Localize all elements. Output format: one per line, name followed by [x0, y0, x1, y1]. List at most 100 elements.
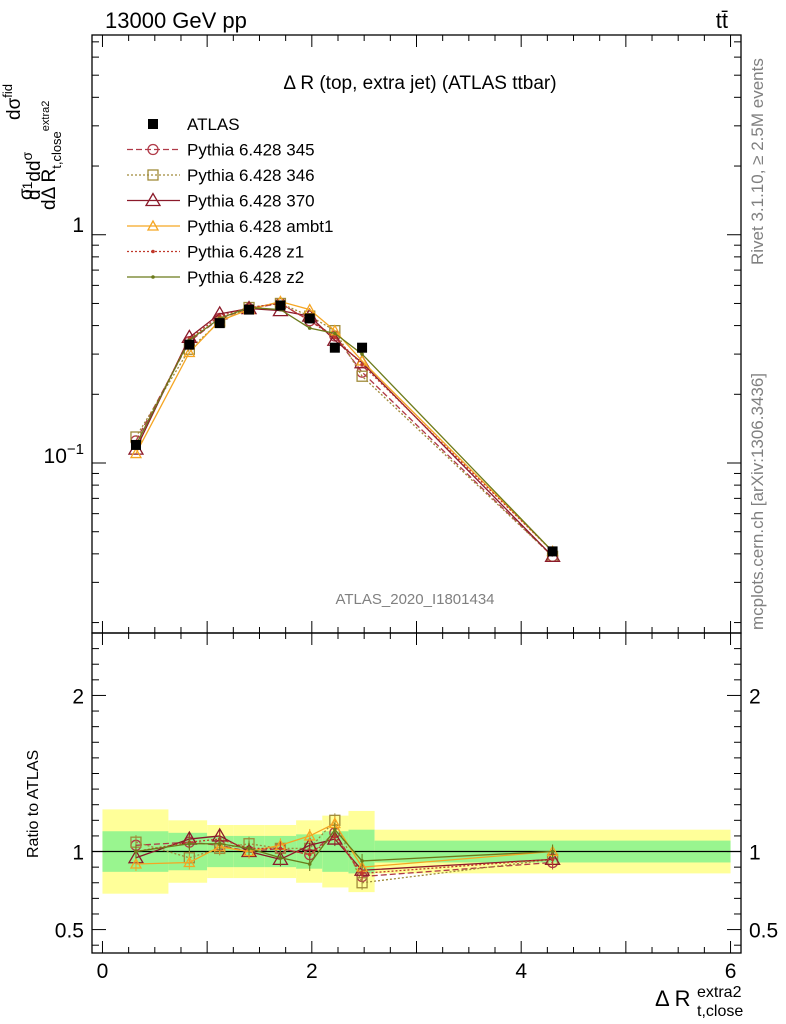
ratio-series-6 — [134, 822, 555, 872]
legend: ATLAS Pythia 6.428 345 Pythia 6.428 346 Pyt… — [127, 115, 333, 287]
y-label-denominator: σ — [16, 188, 37, 200]
legend-marker — [151, 249, 155, 254]
ratio-series-point — [187, 841, 192, 846]
ratio-y-tick-labels: 0.5 0.5 1 1 2 2 — [55, 685, 778, 942]
legend-marker — [147, 143, 159, 156]
header-process: 13000 GeV pp — [105, 8, 247, 33]
ratio-series-point — [213, 840, 226, 852]
legend-marker — [151, 275, 155, 279]
ratio-y-tick-label: 1 — [72, 842, 84, 865]
main-series — [127, 295, 561, 563]
x-axis-label-sup: extra2 — [697, 984, 742, 1001]
legend-marker — [146, 219, 160, 231]
legend-label: ATLAS — [187, 115, 240, 134]
atlas-data-point — [130, 439, 141, 450]
main-series-point — [129, 447, 143, 459]
main-series-5 — [134, 301, 555, 554]
main-series-point — [333, 335, 337, 340]
main-series-point — [307, 326, 312, 330]
ratio-series-point — [307, 852, 312, 857]
atlas-data-point — [304, 313, 315, 324]
y-tick-label-0.1: 10−1 — [44, 441, 84, 468]
main-series-line — [135, 300, 554, 552]
atlas-data-point — [244, 304, 255, 315]
header-final-state: tt̄ — [716, 8, 728, 33]
main-series-point — [333, 331, 337, 336]
ratio-y-tick-label: 0.5 — [55, 920, 84, 943]
legend-entry-3: Pythia 6.428 370 — [127, 192, 315, 211]
ratio-series-point — [307, 862, 312, 866]
ratio-series-point — [360, 871, 364, 876]
legend-marker — [147, 169, 159, 181]
main-ticks — [92, 35, 741, 633]
ratio-series-point — [278, 855, 283, 860]
ratio-series-point — [183, 856, 196, 868]
ratio-y-tick-label-right: 2 — [749, 685, 761, 708]
main-series-1 — [130, 297, 559, 563]
rivet-label: Rivet 3.1.10, ≥ 2.5M events — [748, 58, 767, 265]
atlas-data-point — [357, 342, 368, 353]
ratio-series-point — [550, 849, 555, 854]
legend-marker — [144, 192, 162, 207]
atlas-data-point — [214, 318, 225, 329]
atlas-data-point — [275, 300, 286, 311]
chart-title: Δ R (top, extra jet) (ATLAS ttbar) — [283, 73, 556, 94]
y-label-differential: dΔ Rt,closeextra2 — [39, 101, 64, 210]
main-y-tick-labels: 1 10−1 — [44, 214, 84, 468]
ratio-series-point — [129, 857, 143, 869]
ratio-series — [127, 813, 561, 890]
legend-label: Pythia 6.428 345 — [187, 141, 315, 160]
main-series-point — [360, 352, 364, 356]
ratio-series-point — [278, 846, 283, 851]
main-series-point — [356, 370, 368, 382]
atlas-data — [130, 300, 558, 557]
ratio-y-tick-label: 2 — [72, 685, 84, 708]
x-tick-label: 2 — [306, 960, 318, 983]
ratio-series-point — [242, 845, 256, 857]
legend-label: Pythia 6.428 ambt1 — [187, 217, 333, 236]
legend-entry-6: Pythia 6.428 z2 — [127, 268, 304, 287]
main-series-line — [135, 302, 554, 557]
main-y-axis-label: d1ddσ σ dΔ Rt,closeextra2 dσfid — [0, 84, 64, 210]
legend-marker — [148, 119, 158, 129]
ratio-series-point — [333, 827, 337, 832]
ratio-y-axis-label: Ratio to ATLAS — [25, 750, 42, 858]
ratio-axes-frame — [91, 632, 742, 954]
atlas-data-point — [329, 342, 340, 353]
ratio-series-point — [303, 829, 316, 841]
main-plot-area: Δ R (top, extra jet) (ATLAS ttbar) ATLAS… — [0, 34, 742, 634]
main-series-line — [135, 302, 554, 552]
main-series-line — [135, 302, 554, 557]
legend-entry-2: Pythia 6.428 346 — [127, 166, 315, 185]
legend-label: Pythia 6.428 z2 — [187, 268, 304, 287]
x-axis-label-sub: t,close — [697, 1003, 743, 1020]
main-series-point — [360, 362, 364, 367]
x-tick-label: 4 — [515, 960, 527, 983]
main-series-point — [183, 346, 196, 358]
ratio-series-point — [360, 859, 364, 863]
main-series-line — [135, 306, 554, 552]
legend-entry-4: Pythia 6.428 ambt1 — [127, 217, 333, 236]
ratio-y-tick-label-right: 0.5 — [749, 920, 778, 943]
main-series-line — [135, 307, 554, 557]
x-tick-label: 6 — [725, 960, 737, 983]
ratio-series-point — [217, 841, 222, 846]
ratio-y-tick-label-right: 1 — [749, 842, 761, 865]
mcplots-label: mcplots.cern.ch [arXiv:1306.3436] — [748, 373, 767, 630]
legend-label: Pythia 6.428 346 — [187, 166, 315, 185]
legend-label: Pythia 6.428 370 — [187, 192, 315, 211]
x-axis-label: Δ R — [655, 986, 690, 1011]
ratio-series-line — [135, 835, 553, 875]
atlas-data-point — [184, 339, 195, 350]
ratio-ticks — [92, 633, 741, 953]
legend-entry-0: ATLAS — [148, 115, 240, 134]
ratio-plot-area: Ratio to ATLAS 0.5 0.5 1 1 2 2 0 2 4 6 Δ R extra… — [25, 632, 778, 1020]
legend-label: Pythia 6.428 z1 — [187, 243, 304, 262]
y-label-dsigma: dσfid — [0, 84, 25, 120]
legend-entry-1: Pythia 6.428 345 — [127, 141, 315, 160]
ratio-series-point — [134, 849, 138, 854]
analysis-watermark: ATLAS_2020_I1801434 — [335, 591, 494, 608]
legend-entry-5: Pythia 6.428 z1 — [127, 243, 304, 262]
x-tick-labels: 0 2 4 6 — [97, 960, 737, 983]
